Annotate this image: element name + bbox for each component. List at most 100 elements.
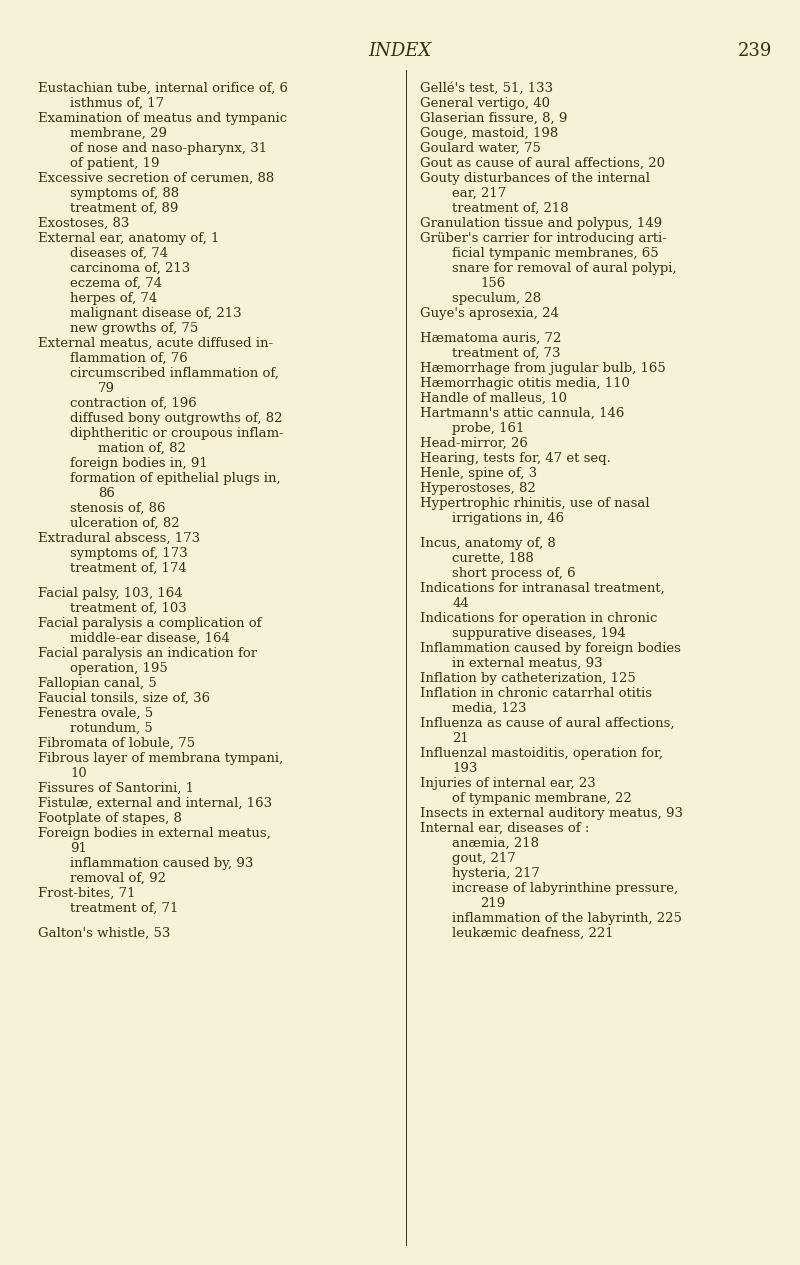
Text: mation of, 82: mation of, 82	[98, 441, 186, 455]
Text: treatment of, 73: treatment of, 73	[453, 347, 561, 361]
Text: Galton's whistle, 53: Galton's whistle, 53	[38, 927, 170, 940]
Text: flammation of, 76: flammation of, 76	[70, 352, 188, 366]
Text: 79: 79	[98, 382, 115, 395]
Text: 156: 156	[480, 277, 506, 290]
Text: irrigations in, 46: irrigations in, 46	[453, 512, 565, 525]
Text: Fenestra ovale, 5: Fenestra ovale, 5	[38, 707, 153, 720]
Text: contraction of, 196: contraction of, 196	[70, 397, 197, 410]
Text: malignant disease of, 213: malignant disease of, 213	[70, 307, 242, 320]
Text: Influenza as cause of aural affections,: Influenza as cause of aural affections,	[421, 717, 675, 730]
Text: ficial tympanic membranes, 65: ficial tympanic membranes, 65	[453, 247, 659, 261]
Text: Inflation in chronic catarrhal otitis: Inflation in chronic catarrhal otitis	[421, 687, 653, 700]
Text: ulceration of, 82: ulceration of, 82	[70, 517, 180, 530]
Text: INDEX: INDEX	[368, 42, 432, 59]
Text: Examination of meatus and tympanic: Examination of meatus and tympanic	[38, 113, 287, 125]
Text: Frost-bites, 71: Frost-bites, 71	[38, 887, 135, 899]
Text: snare for removal of aural polypi,: snare for removal of aural polypi,	[453, 262, 677, 275]
Text: Head-mirror, 26: Head-mirror, 26	[421, 436, 528, 450]
Text: 44: 44	[453, 597, 469, 610]
Text: Goulard water, 75: Goulard water, 75	[421, 142, 542, 156]
Text: Granulation tissue and polypus, 149: Granulation tissue and polypus, 149	[421, 218, 662, 230]
Text: isthmus of, 17: isthmus of, 17	[70, 97, 164, 110]
Text: rotundum, 5: rotundum, 5	[70, 722, 153, 735]
Text: media, 123: media, 123	[453, 702, 527, 715]
Text: symptoms of, 173: symptoms of, 173	[70, 546, 188, 560]
Text: Influenzal mastoiditis, operation for,: Influenzal mastoiditis, operation for,	[421, 748, 663, 760]
Text: ear, 217: ear, 217	[453, 187, 506, 200]
Text: Indications for operation in chronic: Indications for operation in chronic	[421, 612, 658, 625]
Text: Hypertrophic rhinitis, use of nasal: Hypertrophic rhinitis, use of nasal	[421, 497, 650, 510]
Text: Foreign bodies in external meatus,: Foreign bodies in external meatus,	[38, 827, 270, 840]
Text: herpes of, 74: herpes of, 74	[70, 292, 158, 305]
Text: Facial paralysis an indication for: Facial paralysis an indication for	[38, 646, 257, 660]
Text: Fibromata of lobule, 75: Fibromata of lobule, 75	[38, 737, 195, 750]
Text: removal of, 92: removal of, 92	[70, 872, 166, 885]
Text: Extradural abscess, 173: Extradural abscess, 173	[38, 533, 200, 545]
Text: Exostoses, 83: Exostoses, 83	[38, 218, 130, 230]
Text: Gellé's test, 51, 133: Gellé's test, 51, 133	[421, 82, 554, 95]
Text: 219: 219	[480, 897, 506, 910]
Text: Inflammation caused by foreign bodies: Inflammation caused by foreign bodies	[421, 643, 682, 655]
Text: diffused bony outgrowths of, 82: diffused bony outgrowths of, 82	[70, 412, 282, 425]
Text: Gout as cause of aural affections, 20: Gout as cause of aural affections, 20	[421, 157, 666, 170]
Text: 91: 91	[70, 842, 87, 855]
Text: Grüber's carrier for introducing arti-: Grüber's carrier for introducing arti-	[421, 231, 667, 245]
Text: Eustachian tube, internal orifice of, 6: Eustachian tube, internal orifice of, 6	[38, 82, 288, 95]
Text: diseases of, 74: diseases of, 74	[70, 247, 168, 261]
Text: Hæmorrhagic otitis media, 110: Hæmorrhagic otitis media, 110	[421, 377, 630, 390]
Text: Indications for intranasal treatment,: Indications for intranasal treatment,	[421, 582, 665, 595]
Text: treatment of, 218: treatment of, 218	[453, 202, 569, 215]
Text: Hæmatoma auris, 72: Hæmatoma auris, 72	[421, 331, 562, 345]
Text: Internal ear, diseases of :: Internal ear, diseases of :	[421, 822, 590, 835]
Text: of nose and naso-pharynx, 31: of nose and naso-pharynx, 31	[70, 142, 267, 156]
Text: Fallopian canal, 5: Fallopian canal, 5	[38, 677, 157, 689]
Text: Excessive secretion of cerumen, 88: Excessive secretion of cerumen, 88	[38, 172, 274, 185]
Text: 10: 10	[70, 767, 86, 781]
Text: gout, 217: gout, 217	[453, 853, 516, 865]
Text: formation of epithelial plugs in,: formation of epithelial plugs in,	[70, 472, 281, 484]
Text: hysteria, 217: hysteria, 217	[453, 867, 540, 880]
Text: Hartmann's attic cannula, 146: Hartmann's attic cannula, 146	[421, 407, 625, 420]
Text: membrane, 29: membrane, 29	[70, 126, 167, 140]
Text: Injuries of internal ear, 23: Injuries of internal ear, 23	[421, 777, 596, 791]
Text: foreign bodies in, 91: foreign bodies in, 91	[70, 457, 208, 471]
Text: suppurative diseases, 194: suppurative diseases, 194	[453, 627, 626, 640]
Text: Fibrous layer of membrana tympani,: Fibrous layer of membrana tympani,	[38, 751, 283, 765]
Text: short process of, 6: short process of, 6	[453, 567, 576, 579]
Text: symptoms of, 88: symptoms of, 88	[70, 187, 179, 200]
Text: treatment of, 103: treatment of, 103	[70, 602, 186, 615]
Text: treatment of, 89: treatment of, 89	[70, 202, 178, 215]
Text: General vertigo, 40: General vertigo, 40	[421, 97, 550, 110]
Text: of tympanic membrane, 22: of tympanic membrane, 22	[453, 792, 632, 805]
Text: External ear, anatomy of, 1: External ear, anatomy of, 1	[38, 231, 219, 245]
Text: Fissures of Santorini, 1: Fissures of Santorini, 1	[38, 782, 194, 794]
Text: probe, 161: probe, 161	[453, 423, 525, 435]
Text: operation, 195: operation, 195	[70, 662, 168, 676]
Text: Facial palsy, 103, 164: Facial palsy, 103, 164	[38, 587, 182, 600]
Text: inflammation of the labyrinth, 225: inflammation of the labyrinth, 225	[453, 912, 682, 925]
Text: in external meatus, 93: in external meatus, 93	[453, 657, 603, 670]
Text: Gouty disturbances of the internal: Gouty disturbances of the internal	[421, 172, 650, 185]
Text: Footplate of stapes, 8: Footplate of stapes, 8	[38, 812, 182, 825]
Text: eczema of, 74: eczema of, 74	[70, 277, 162, 290]
Text: speculum, 28: speculum, 28	[453, 292, 542, 305]
Text: Fistulæ, external and internal, 163: Fistulæ, external and internal, 163	[38, 797, 272, 810]
Text: Gouge, mastoid, 198: Gouge, mastoid, 198	[421, 126, 558, 140]
Text: inflammation caused by, 93: inflammation caused by, 93	[70, 856, 254, 870]
Text: Guye's aprosexia, 24: Guye's aprosexia, 24	[421, 307, 559, 320]
Text: Henle, spine of, 3: Henle, spine of, 3	[421, 467, 538, 479]
Text: treatment of, 174: treatment of, 174	[70, 562, 186, 576]
Text: circumscribed inflammation of,: circumscribed inflammation of,	[70, 367, 279, 380]
Text: leukæmic deafness, 221: leukæmic deafness, 221	[453, 927, 614, 940]
Text: curette, 188: curette, 188	[453, 552, 534, 565]
Text: new growths of, 75: new growths of, 75	[70, 323, 198, 335]
Text: Incus, anatomy of, 8: Incus, anatomy of, 8	[421, 538, 556, 550]
Text: 239: 239	[738, 42, 772, 59]
Text: 86: 86	[98, 487, 115, 500]
Text: External meatus, acute diffused in-: External meatus, acute diffused in-	[38, 336, 273, 350]
Text: stenosis of, 86: stenosis of, 86	[70, 502, 166, 515]
Text: Handle of malleus, 10: Handle of malleus, 10	[421, 392, 567, 405]
Text: increase of labyrinthine pressure,: increase of labyrinthine pressure,	[453, 882, 678, 896]
Text: Hearing, tests for, 47 et seq.: Hearing, tests for, 47 et seq.	[421, 452, 611, 466]
Text: middle-ear disease, 164: middle-ear disease, 164	[70, 632, 230, 645]
